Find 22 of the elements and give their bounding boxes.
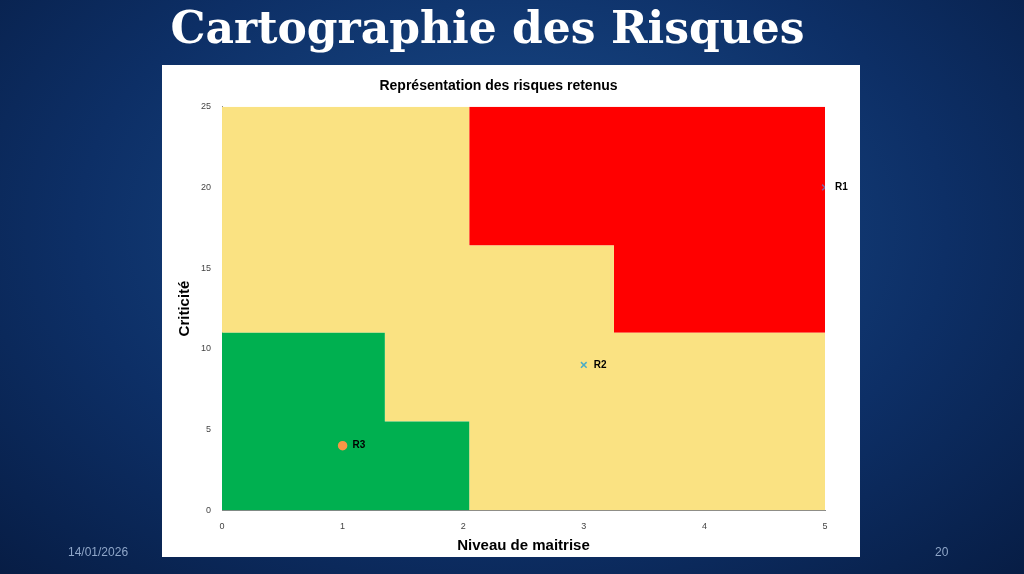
series-label: R3 — [352, 439, 366, 451]
y-tick-label: 10 — [201, 343, 212, 354]
x-tick-label: 4 — [701, 521, 707, 532]
text: 20 — [935, 545, 949, 559]
text: 14/01/2026 — [68, 545, 129, 559]
chart-title: Cartographie des Risques — [169, 2, 806, 53]
series-label: R2 — [593, 358, 608, 370]
x-tick-label: 5 — [822, 521, 828, 532]
x-tick-label: 2 — [460, 521, 466, 532]
x-axis-title: Niveau de maitrise — [457, 536, 590, 554]
y-tick-label: 25 — [201, 101, 212, 112]
x-tick-label: 3 — [581, 521, 587, 532]
y-tick-label: 0 — [206, 504, 212, 515]
x-tick-label: 1 — [340, 521, 346, 532]
chart-subtitle: Représentation des risques retenus — [379, 77, 618, 94]
y-tick-label: 5 — [206, 424, 212, 434]
series-label: R1 — [835, 181, 849, 193]
y-tick-label: 15 — [201, 262, 212, 273]
y-tick-label: 20 — [201, 181, 212, 192]
x-tick-label: 0 — [219, 521, 225, 532]
y-axis-title: Criticité — [175, 280, 193, 337]
point — [337, 440, 348, 451]
